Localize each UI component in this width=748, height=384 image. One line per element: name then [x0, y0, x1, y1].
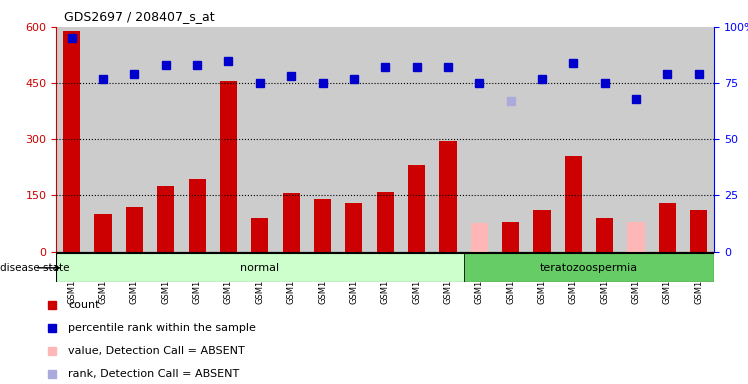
Bar — [213, 27, 244, 252]
Text: rank, Detection Call = ABSENT: rank, Detection Call = ABSENT — [68, 369, 239, 379]
Bar — [432, 27, 464, 252]
Bar — [470, 223, 488, 252]
Text: teratozoospermia: teratozoospermia — [540, 263, 638, 273]
Bar — [628, 222, 645, 252]
Text: count: count — [68, 300, 99, 310]
Bar — [533, 210, 551, 252]
Bar — [408, 166, 425, 252]
Bar — [94, 214, 111, 252]
Bar — [244, 27, 275, 252]
Bar — [495, 27, 527, 252]
Bar — [620, 27, 652, 252]
Bar — [683, 27, 714, 252]
Text: disease state: disease state — [0, 263, 70, 273]
Bar — [188, 179, 206, 252]
Text: percentile rank within the sample: percentile rank within the sample — [68, 323, 256, 333]
Bar — [346, 203, 363, 252]
Bar — [251, 218, 269, 252]
Bar — [182, 27, 213, 252]
Bar — [88, 27, 119, 252]
Bar — [157, 186, 174, 252]
Bar — [56, 253, 464, 282]
Bar — [126, 207, 143, 252]
Bar — [439, 141, 456, 252]
Bar — [557, 27, 589, 252]
Bar — [527, 27, 557, 252]
Bar — [275, 27, 307, 252]
Text: normal: normal — [240, 263, 280, 273]
Bar — [401, 27, 432, 252]
Bar — [464, 253, 714, 282]
Text: GDS2697 / 208407_s_at: GDS2697 / 208407_s_at — [64, 10, 214, 23]
Bar — [690, 210, 708, 252]
Bar — [283, 194, 300, 252]
Bar — [119, 27, 150, 252]
Bar — [220, 81, 237, 252]
Bar — [370, 27, 401, 252]
Bar — [502, 222, 519, 252]
Text: value, Detection Call = ABSENT: value, Detection Call = ABSENT — [68, 346, 245, 356]
Bar — [307, 27, 338, 252]
Bar — [659, 203, 676, 252]
Bar — [63, 31, 80, 252]
Bar — [589, 27, 620, 252]
Bar — [150, 27, 182, 252]
Bar — [596, 218, 613, 252]
Bar — [464, 27, 495, 252]
Bar — [56, 27, 88, 252]
Bar — [565, 156, 582, 252]
Bar — [652, 27, 683, 252]
Bar — [314, 199, 331, 252]
Bar — [338, 27, 370, 252]
Bar — [376, 192, 394, 252]
